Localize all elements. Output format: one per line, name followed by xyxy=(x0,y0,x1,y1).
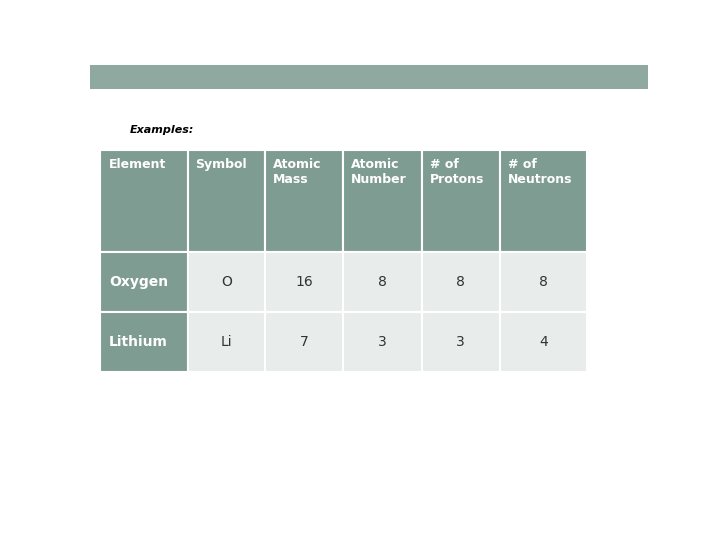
Text: 16: 16 xyxy=(295,275,313,289)
Bar xyxy=(343,312,422,373)
Bar xyxy=(500,252,588,312)
Text: Lithium: Lithium xyxy=(109,335,168,349)
Text: 7: 7 xyxy=(300,335,308,349)
Bar xyxy=(500,312,588,373)
Text: Element: Element xyxy=(109,158,166,171)
Bar xyxy=(422,150,500,252)
Text: 3: 3 xyxy=(456,335,465,349)
Text: # of
Neutrons: # of Neutrons xyxy=(508,158,573,186)
Bar xyxy=(188,312,265,373)
Text: Atomic
Number: Atomic Number xyxy=(351,158,407,186)
Text: 3: 3 xyxy=(378,335,387,349)
Text: Examples:: Examples: xyxy=(130,125,194,135)
Bar xyxy=(343,252,422,312)
Bar xyxy=(422,312,500,373)
Text: Li: Li xyxy=(220,335,233,349)
Text: 8: 8 xyxy=(456,275,465,289)
Bar xyxy=(265,312,343,373)
Bar xyxy=(343,150,422,252)
Bar xyxy=(100,252,188,312)
Text: Oxygen: Oxygen xyxy=(109,275,168,289)
Bar xyxy=(265,252,343,312)
Bar xyxy=(188,252,265,312)
Text: # of
Protons: # of Protons xyxy=(430,158,484,186)
Bar xyxy=(100,312,188,373)
Text: O: O xyxy=(221,275,232,289)
Text: 8: 8 xyxy=(378,275,387,289)
Text: 4: 4 xyxy=(539,335,548,349)
Bar xyxy=(500,150,588,252)
Text: Atomic
Mass: Atomic Mass xyxy=(273,158,321,186)
Bar xyxy=(90,65,648,89)
Bar xyxy=(422,252,500,312)
Bar xyxy=(188,150,265,252)
Text: 8: 8 xyxy=(539,275,548,289)
Text: Symbol: Symbol xyxy=(195,158,247,171)
Bar xyxy=(265,150,343,252)
Bar xyxy=(100,150,188,252)
